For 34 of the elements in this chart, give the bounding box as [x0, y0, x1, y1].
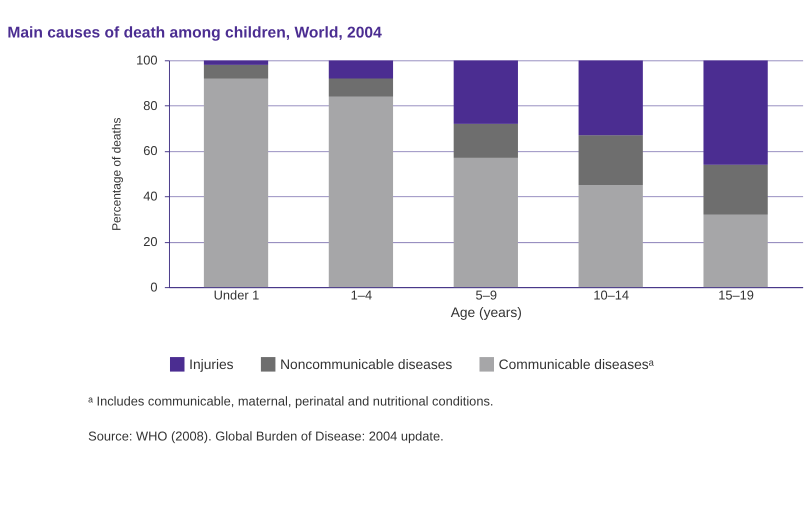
- y-tick-label: 60: [143, 143, 158, 158]
- bar: [204, 78, 268, 288]
- text: ᵃ Includes communicable, maternal, perinatal and nutritional conditions.: [88, 394, 494, 409]
- x-tick-label: Under 1: [214, 288, 260, 303]
- y-tick-label: 40: [143, 188, 158, 204]
- bar: [578, 135, 643, 186]
- y-tick-label: 80: [143, 98, 158, 113]
- bar: [204, 64, 268, 78]
- y-tick-label: 100: [136, 52, 158, 68]
- bar: [703, 60, 768, 165]
- bar: [454, 60, 518, 124]
- y-tick-label: 0: [150, 279, 158, 294]
- legend-label: Communicable diseasesᵃ: [498, 356, 655, 372]
- bar: [703, 164, 768, 215]
- bar: [578, 60, 643, 136]
- bar: [204, 60, 268, 65]
- x-tick-label: 1–4: [350, 288, 372, 303]
- bar: [328, 78, 394, 97]
- bar: [454, 158, 518, 288]
- y-tick-label: 20: [143, 234, 158, 249]
- x-tick-label: 10–14: [593, 288, 630, 303]
- bar: [328, 96, 394, 288]
- bar: [454, 124, 518, 158]
- x-tick-label: 15–19: [718, 288, 754, 303]
- x-tick-label: 5–9: [476, 288, 497, 303]
- chart-title: Main causes of death among children, World, 2004: [7, 24, 382, 42]
- x-axis-title: Age (years): [450, 305, 522, 320]
- y-axis-title: Percentage of deaths: [109, 118, 124, 231]
- legend-label: Noncommunicable diseases: [280, 356, 452, 372]
- legend-label: Injuries: [189, 356, 234, 372]
- bar: [328, 60, 394, 78]
- bar: [578, 185, 643, 288]
- source-note: Source: WHO (2008). Global Burden of Disease: 2004 update.: [88, 428, 444, 444]
- bar: [703, 214, 768, 288]
